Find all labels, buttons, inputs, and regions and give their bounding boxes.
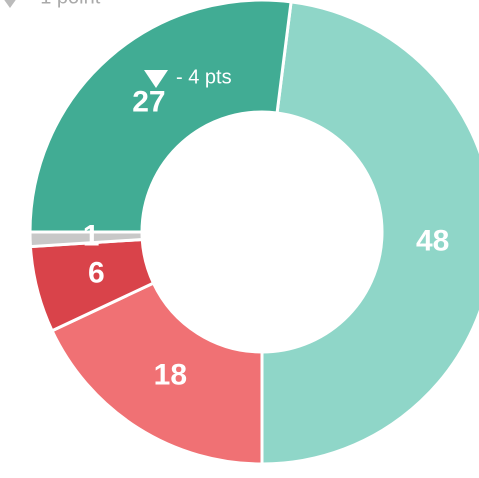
value-label: 6 <box>88 256 105 289</box>
slice <box>50 281 264 466</box>
value-label: 18 <box>154 358 187 391</box>
slice <box>260 0 479 466</box>
annotation: - 1 point <box>28 0 101 8</box>
annotation: - 4 pts <box>176 66 232 88</box>
down-triangle <box>4 0 16 8</box>
value-label: 48 <box>416 225 449 258</box>
slices <box>28 0 479 466</box>
value-label: 1 <box>83 219 100 252</box>
down-triangle <box>144 70 168 88</box>
value-label: 27 <box>132 86 165 119</box>
slice <box>28 0 293 234</box>
